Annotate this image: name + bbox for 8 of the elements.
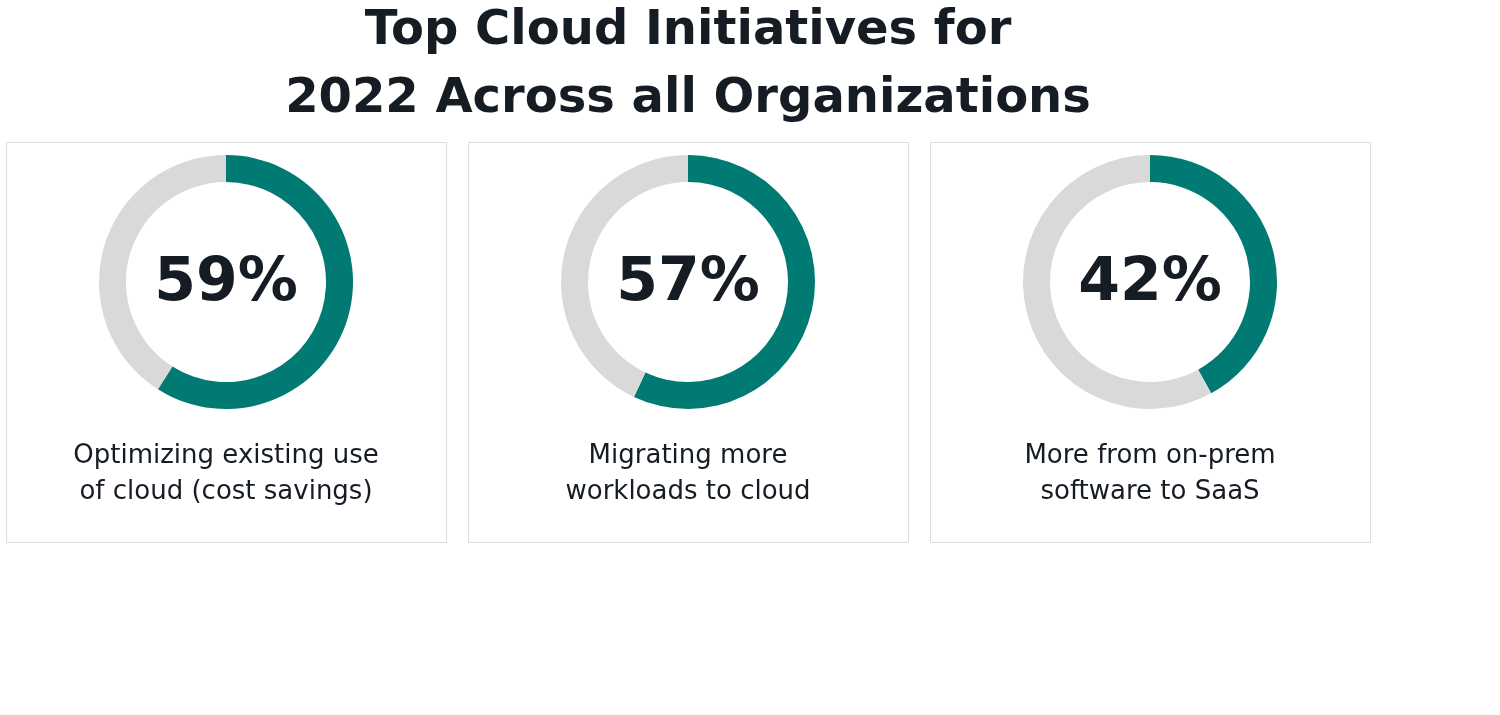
text: Migrating more workloads to cloud (565, 439, 811, 505)
donut-slice (157, 155, 353, 409)
text: Optimizing existing use of cloud (cost savings) (73, 439, 379, 505)
data-label: 59% (154, 244, 298, 314)
data-label: 42% (1078, 244, 1222, 314)
text: Top Cloud Initiatives for 2022 Across all Organizations (285, 0, 1091, 123)
data-label: 57% (616, 244, 760, 314)
text: More from on-prem software to SaaS (1024, 439, 1276, 505)
